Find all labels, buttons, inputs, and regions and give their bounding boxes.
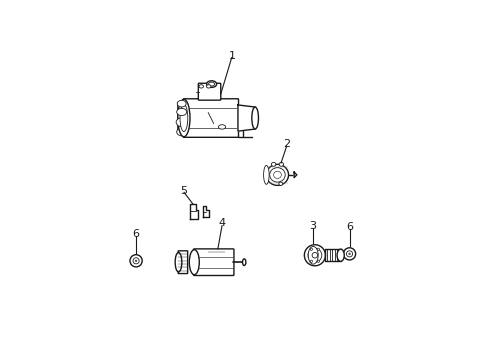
Ellipse shape [346, 251, 353, 257]
Text: 4: 4 [219, 219, 225, 228]
Ellipse shape [312, 252, 318, 258]
Ellipse shape [130, 255, 142, 267]
Text: 1: 1 [229, 51, 236, 61]
Ellipse shape [273, 171, 281, 179]
Ellipse shape [267, 164, 289, 185]
Ellipse shape [317, 248, 319, 250]
Text: 6: 6 [346, 222, 353, 232]
Ellipse shape [189, 250, 199, 275]
Ellipse shape [219, 125, 225, 129]
Ellipse shape [206, 85, 211, 88]
Polygon shape [190, 204, 198, 219]
Ellipse shape [308, 246, 318, 264]
Ellipse shape [304, 245, 325, 266]
Ellipse shape [209, 82, 215, 86]
Polygon shape [238, 105, 255, 131]
Ellipse shape [279, 182, 283, 185]
Ellipse shape [177, 108, 187, 116]
FancyBboxPatch shape [194, 249, 234, 275]
Ellipse shape [135, 260, 137, 262]
Ellipse shape [271, 162, 276, 166]
Ellipse shape [310, 260, 313, 262]
Ellipse shape [175, 252, 182, 272]
Ellipse shape [176, 118, 187, 127]
FancyBboxPatch shape [183, 99, 239, 137]
FancyBboxPatch shape [178, 251, 188, 274]
Ellipse shape [177, 100, 186, 107]
Ellipse shape [243, 259, 246, 266]
Ellipse shape [180, 104, 188, 131]
Polygon shape [294, 172, 297, 177]
Ellipse shape [343, 248, 356, 260]
FancyBboxPatch shape [198, 83, 221, 100]
Text: 2: 2 [284, 139, 291, 149]
Polygon shape [203, 206, 209, 217]
Ellipse shape [264, 166, 269, 184]
Ellipse shape [308, 248, 322, 262]
Ellipse shape [207, 81, 217, 87]
Ellipse shape [177, 128, 187, 136]
Text: 6: 6 [133, 229, 140, 239]
Ellipse shape [317, 260, 319, 262]
Ellipse shape [310, 248, 313, 250]
Ellipse shape [349, 253, 350, 255]
Ellipse shape [133, 258, 139, 264]
Ellipse shape [252, 107, 258, 129]
Ellipse shape [199, 85, 203, 88]
Ellipse shape [178, 99, 190, 137]
Ellipse shape [279, 162, 284, 166]
Text: 3: 3 [309, 221, 316, 231]
Text: 5: 5 [180, 186, 187, 196]
Ellipse shape [270, 168, 285, 182]
Ellipse shape [337, 249, 344, 261]
